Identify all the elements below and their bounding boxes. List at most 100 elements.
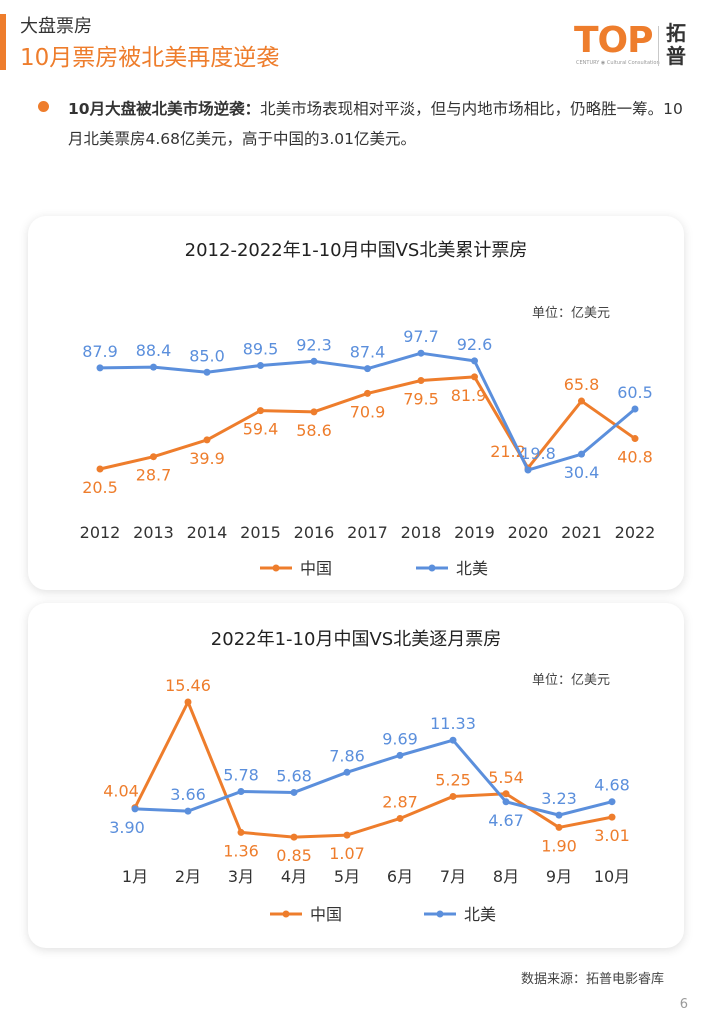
data-label-na: 7.86 bbox=[329, 746, 365, 765]
data-label-na: 92.6 bbox=[457, 335, 493, 354]
x-tick-label: 5月 bbox=[334, 867, 360, 886]
monthly-line-chart: 1月 2月 3月 4月 5月 6月 7月 8月 9月 10月 4.04 15.46 1.36 0.85 1.… bbox=[103, 676, 630, 924]
data-point-china bbox=[417, 377, 425, 384]
data-point-china bbox=[364, 389, 371, 397]
data-label-china: 15.46 bbox=[165, 676, 211, 695]
data-point-na bbox=[555, 811, 563, 819]
legend-label-china: 中国 bbox=[300, 559, 332, 578]
data-label-china: 28.7 bbox=[136, 466, 172, 485]
data-point-china bbox=[150, 453, 157, 461]
x-tick-label: 2015 bbox=[240, 523, 281, 542]
brand-logo: TOP CENTURY ◉ Cultural Consultation 拓普 bbox=[574, 20, 694, 72]
data-label-na: 92.3 bbox=[296, 335, 332, 354]
logo-wordmark: TOP bbox=[574, 20, 654, 61]
x-tick-label: 2020 bbox=[508, 523, 549, 542]
data-label-china: 5.25 bbox=[435, 770, 471, 789]
data-point-na bbox=[96, 364, 104, 372]
summary-text: 10月大盘被北美市场逆袭：北美市场表现相对平淡，但与内地市场相比，仍略胜一筹。1… bbox=[68, 94, 688, 154]
chart-unit: 单位：亿美元 bbox=[531, 306, 610, 321]
data-label-china: 5.54 bbox=[488, 768, 524, 787]
data-point-china bbox=[184, 698, 192, 706]
data-label-na: 4.67 bbox=[488, 811, 524, 830]
logo-divider bbox=[658, 26, 659, 66]
legend-label-na: 北美 bbox=[456, 559, 488, 578]
legend-label-china: 中国 bbox=[310, 905, 342, 924]
legend-marker-na bbox=[436, 910, 444, 918]
data-label-na: 3.66 bbox=[170, 785, 206, 804]
x-tick-label: 8月 bbox=[493, 867, 519, 886]
data-point-china bbox=[449, 792, 457, 800]
x-tick-label: 3月 bbox=[228, 867, 254, 886]
x-tick-label: 2014 bbox=[187, 523, 228, 542]
data-label-na: 87.9 bbox=[82, 342, 118, 361]
x-tick-label: 2021 bbox=[561, 523, 602, 542]
data-label-na: 85.0 bbox=[189, 346, 225, 365]
data-point-na bbox=[131, 805, 139, 813]
data-point-na bbox=[449, 736, 457, 744]
data-source: 数据来源：拓普电影睿库 bbox=[520, 972, 664, 987]
data-label-china: 1.90 bbox=[541, 836, 577, 855]
data-point-na bbox=[257, 362, 264, 369]
x-tick-label: 6月 bbox=[387, 867, 413, 886]
data-point-na bbox=[578, 450, 585, 458]
series-line-na bbox=[134, 738, 613, 817]
data-point-china bbox=[203, 436, 211, 444]
data-label-na: 60.5 bbox=[617, 383, 653, 402]
data-point-china bbox=[578, 397, 585, 405]
legend-marker-china bbox=[272, 564, 280, 572]
x-tick-label: 2022 bbox=[615, 523, 656, 542]
data-label-china: 3.01 bbox=[594, 826, 630, 845]
data-point-na bbox=[524, 466, 532, 474]
x-tick-label: 7月 bbox=[440, 867, 466, 886]
cumulative-line-chart: 2012 2013 2014 2015 2016 2017 2018 2019 2020 2021… bbox=[80, 327, 656, 578]
data-label-china: 1.36 bbox=[223, 841, 259, 860]
x-tick-label: 1月 bbox=[122, 867, 148, 886]
data-point-na bbox=[150, 363, 157, 371]
data-point-china bbox=[310, 408, 318, 416]
data-label-na: 88.4 bbox=[136, 341, 172, 360]
data-point-china bbox=[555, 823, 563, 831]
chart-title: 2012-2022年1-10月中国VS北美累计票房 bbox=[184, 240, 528, 261]
data-label-china: 79.5 bbox=[403, 390, 439, 409]
x-tick-label: 4月 bbox=[281, 867, 307, 886]
series-line-china bbox=[133, 700, 613, 839]
data-label-na: 5.78 bbox=[223, 766, 259, 785]
data-label-china: 1.07 bbox=[329, 844, 365, 863]
data-point-na bbox=[184, 807, 192, 815]
x-tick-label: 2013 bbox=[133, 523, 174, 542]
data-label-na: 11.33 bbox=[430, 714, 476, 733]
data-label-china: 4.04 bbox=[103, 782, 139, 801]
data-point-na bbox=[310, 357, 318, 365]
data-point-china bbox=[343, 831, 351, 839]
data-point-china bbox=[396, 814, 404, 822]
data-point-china bbox=[631, 435, 639, 443]
x-tick-label: 9月 bbox=[546, 867, 572, 886]
accent-bar bbox=[0, 14, 6, 70]
data-point-na bbox=[631, 405, 639, 413]
data-label-na: 3.90 bbox=[109, 818, 145, 837]
data-label-na: 97.7 bbox=[403, 327, 439, 346]
x-tick-label: 2019 bbox=[454, 523, 495, 542]
data-label-na: 3.23 bbox=[541, 789, 577, 808]
x-tick-label: 2017 bbox=[347, 523, 388, 542]
data-label-china: 0.85 bbox=[276, 846, 312, 865]
data-label-china: 39.9 bbox=[189, 449, 225, 468]
legend-label-na: 北美 bbox=[464, 905, 496, 924]
data-point-na bbox=[417, 349, 425, 357]
chart-title: 2022年1-10月中国VS北美逐月票房 bbox=[210, 629, 502, 650]
data-point-na bbox=[203, 368, 211, 376]
data-point-na bbox=[502, 798, 510, 806]
x-tick-label: 2月 bbox=[175, 867, 201, 886]
data-label-na: 19.8 bbox=[520, 444, 556, 463]
section-label: 大盘票房 bbox=[20, 16, 92, 37]
data-point-china bbox=[502, 790, 510, 798]
data-label-na: 5.68 bbox=[276, 766, 312, 785]
legend-marker-china bbox=[282, 910, 290, 918]
data-point-na bbox=[290, 788, 298, 796]
data-label-na: 9.69 bbox=[382, 729, 418, 748]
data-point-na bbox=[237, 788, 245, 796]
data-point-china bbox=[608, 813, 616, 821]
data-point-china bbox=[290, 833, 298, 841]
chart-unit: 单位：亿美元 bbox=[531, 673, 610, 688]
bullet-dot-icon bbox=[38, 101, 49, 112]
